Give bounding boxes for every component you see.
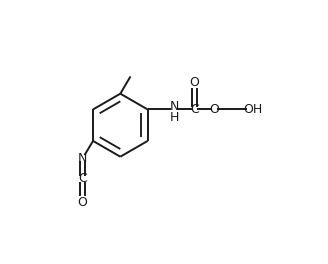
Text: O: O <box>77 196 87 209</box>
Text: C: C <box>190 103 199 116</box>
Text: OH: OH <box>243 103 262 116</box>
Text: H: H <box>169 111 179 124</box>
Text: C: C <box>78 172 87 185</box>
Text: N: N <box>169 100 179 113</box>
Text: O: O <box>190 76 199 89</box>
Text: O: O <box>209 103 219 116</box>
Text: N: N <box>78 152 87 165</box>
